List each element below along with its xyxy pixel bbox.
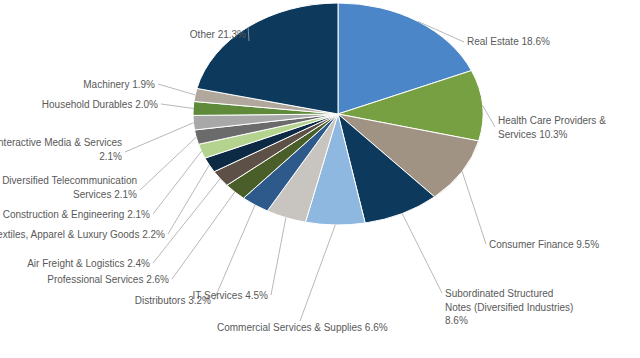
slice-label: Distributors [135,295,186,306]
slice-label: Construction & Engineering [3,209,125,220]
leader-line [125,123,193,152]
slice-label: Real Estate [467,36,519,47]
slice-label: Subordinated Structured Notes (Diversifi… [445,288,573,313]
leader-line [153,151,201,214]
leader-line [248,27,250,41]
slice-value-label: 2.2% [142,229,165,240]
slice-value-label: 2.1% [127,209,150,220]
leader-line [168,165,209,234]
chart: Real Estate18.6% Health Care Providers & … [0,0,640,358]
slice-value-label: 3.2% [188,295,211,306]
slice-label: Health Care Providers & Services [498,115,609,140]
slice-label: Machinery [83,79,129,90]
leader-line [483,105,495,127]
leader-lines [125,21,495,321]
data-labels: Real Estate18.6% Health Care Providers & … [0,29,609,333]
leader-line [300,225,335,321]
slice-value-label: 2.6% [146,274,169,285]
slice-label: Interactive Media & Services [0,137,122,148]
leader-line [214,205,255,300]
leader-line [161,104,193,108]
leader-line [158,84,195,95]
leader-line [153,179,220,263]
slice-label: Professional Services [47,274,143,285]
slice-value-label: 4.5% [245,290,268,301]
slice-value-label: 2.1% [99,151,122,162]
leader-line [402,214,442,293]
slice-label: Air Freight & Logistics [27,258,124,269]
slice-value-label: 21.3% [218,29,246,40]
leader-line [271,218,286,295]
slice-value-label: 2.4% [127,258,150,269]
pie [193,3,483,225]
slice-value-label: 1.9% [132,79,155,90]
slice-value-label: 8.6% [445,315,468,326]
slice-label: Household Durables [42,99,133,110]
slice-value-label: 2.1% [114,189,137,200]
slice-value-label: 10.3% [539,129,567,140]
slice-value-label: 6.6% [365,322,388,333]
leader-line [462,171,486,244]
slice-value-label: 9.5% [576,239,599,250]
slice-value-label: 18.6% [521,36,549,47]
pie-slice [197,3,338,114]
slice-label: Commercial Services & Supplies [217,322,362,333]
slice-label: Textiles, Apparel & Luxury Goods [0,229,139,240]
leader-line [418,21,464,42]
leader-line [140,137,196,190]
pie-slice [193,114,338,130]
slice-label: Diversified Telecommunication Services [2,175,140,200]
leader-line [172,192,235,279]
slice-label: Other [190,29,216,40]
slice-value-label: 2.0% [135,99,158,110]
slice-label: Consumer Finance [489,239,574,250]
